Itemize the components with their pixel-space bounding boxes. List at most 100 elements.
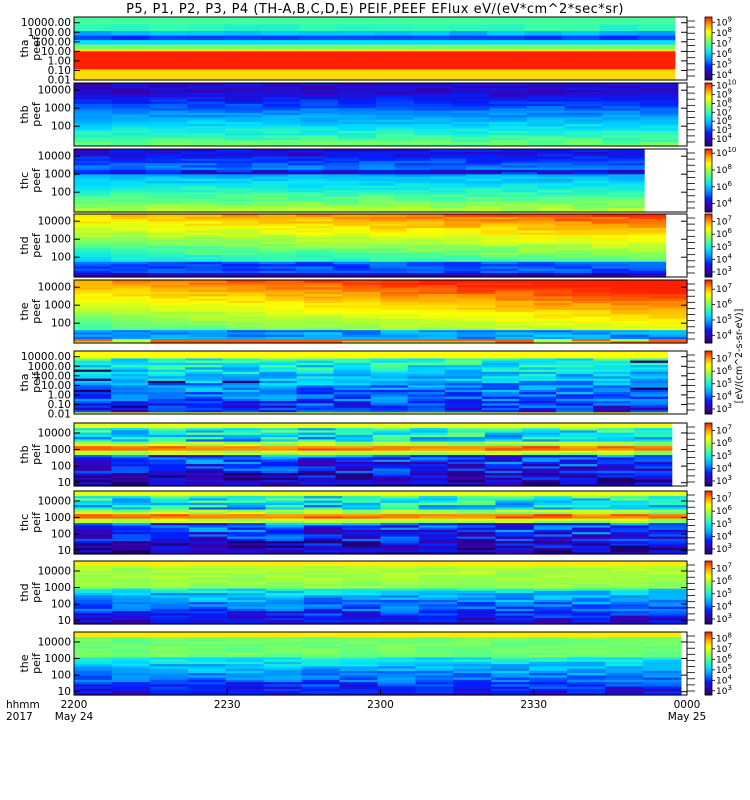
colorbar-segment [705,498,712,501]
heatmap-cell [501,194,538,197]
heatmap-cell [265,334,305,337]
heatmap-cell [480,250,519,253]
heatmap-cell [149,83,188,86]
colorbar-segment [705,34,712,37]
heatmap-cell [637,50,676,54]
heatmap-cell [370,364,409,368]
heatmap-cell [533,601,573,605]
heatmap-cell [495,298,535,301]
heatmap-cell [640,98,679,102]
heatmap-cell [188,545,228,548]
heatmap-cell [410,456,449,460]
heatmap-cell [342,509,382,512]
heatmap-cell [372,465,411,469]
heatmap-cell [377,665,416,669]
heatmap-cell [630,382,668,386]
heatmap-cell [369,218,408,222]
heatmap-cell [377,659,416,662]
heatmap-cell [406,225,445,229]
heatmap-cell [145,200,182,204]
heatmap-cell [495,322,535,326]
heatmap-cell [418,291,458,295]
heatmap-cell [265,531,305,535]
heatmap-cell [74,563,113,567]
heatmap-cell [375,121,415,125]
colorbar-segment [705,127,712,130]
heatmap-cell [394,200,431,204]
heatmap-cell [186,459,225,462]
colorbar-tick-label: 107 [716,105,732,118]
heatmap-cell [380,599,420,603]
heatmap-cell [410,438,449,442]
heatmap-cell [447,425,486,429]
colorbar-tick-label: 106 [716,504,732,517]
heatmap-cell [380,549,420,553]
heatmap-cell [262,143,302,147]
heatmap-cell [484,447,523,451]
heatmap-cell [602,114,641,118]
heatmap-cell [149,123,188,127]
heatmap-cell [111,30,150,34]
heatmap-cell [443,256,482,260]
heatmap-cell [407,357,446,361]
heatmap-cell [74,579,113,582]
heatmap-cell [260,443,299,447]
heatmap-cell [188,581,228,585]
heatmap-cell [74,187,111,191]
heatmap-cell [457,322,497,326]
heatmap-cell [149,57,188,61]
heatmap-cell [149,71,188,74]
heatmap-cell [640,85,679,89]
heatmap-cell [224,17,263,20]
heatmap-cell [369,223,408,226]
heatmap-cell [487,48,526,52]
heatmap-cell [370,360,409,363]
heatmap-cell [111,472,150,476]
heatmap-cell [299,62,338,65]
heatmap-cell [572,491,611,494]
heatmap-cell [407,371,446,375]
heatmap-cell [372,477,411,480]
heatmap-cell [501,171,538,175]
heatmap-cell [451,105,490,109]
heatmap-cell [572,594,611,598]
heatmap-cell [180,200,218,204]
heatmap-cell [258,238,297,242]
heatmap-cell [533,331,573,335]
heatmap-cell [74,382,112,386]
heatmap-cell [342,621,382,625]
heatmap-cell [148,351,186,354]
heatmap-cell [342,295,382,299]
heatmap-cell [74,98,113,102]
colorbar-segment [705,43,712,46]
heatmap-cell [339,661,379,665]
heatmap-cell [265,606,305,609]
heatmap-cell [537,207,574,211]
colorbar-segment [705,592,712,595]
heatmap-cell [484,472,523,476]
heatmap-cell [223,461,262,465]
heatmap-cell [180,149,218,152]
heatmap-cell [298,463,337,467]
heatmap-cell [303,293,343,297]
heatmap-cell [224,44,263,47]
heatmap-cell [648,617,688,621]
heatmap-cell [608,155,645,159]
heatmap-cell [374,35,413,38]
heatmap-cell [372,468,411,471]
colorbar-frame [704,16,713,81]
heatmap-cell [252,209,289,213]
heatmap-cell [112,579,152,582]
heatmap-cell [480,229,519,233]
heatmap-cell [342,561,382,564]
heatmap-cell [287,176,325,179]
heatmap-cell [150,542,190,546]
heatmap-cell [295,254,334,258]
heatmap-cell [74,585,113,589]
heatmap-cell [227,545,267,548]
heatmap-cell [111,132,151,136]
colorbar-segment [705,500,712,503]
heatmap-cell [562,64,601,68]
heatmap-cell [484,441,523,444]
heatmap-cell [554,245,593,249]
